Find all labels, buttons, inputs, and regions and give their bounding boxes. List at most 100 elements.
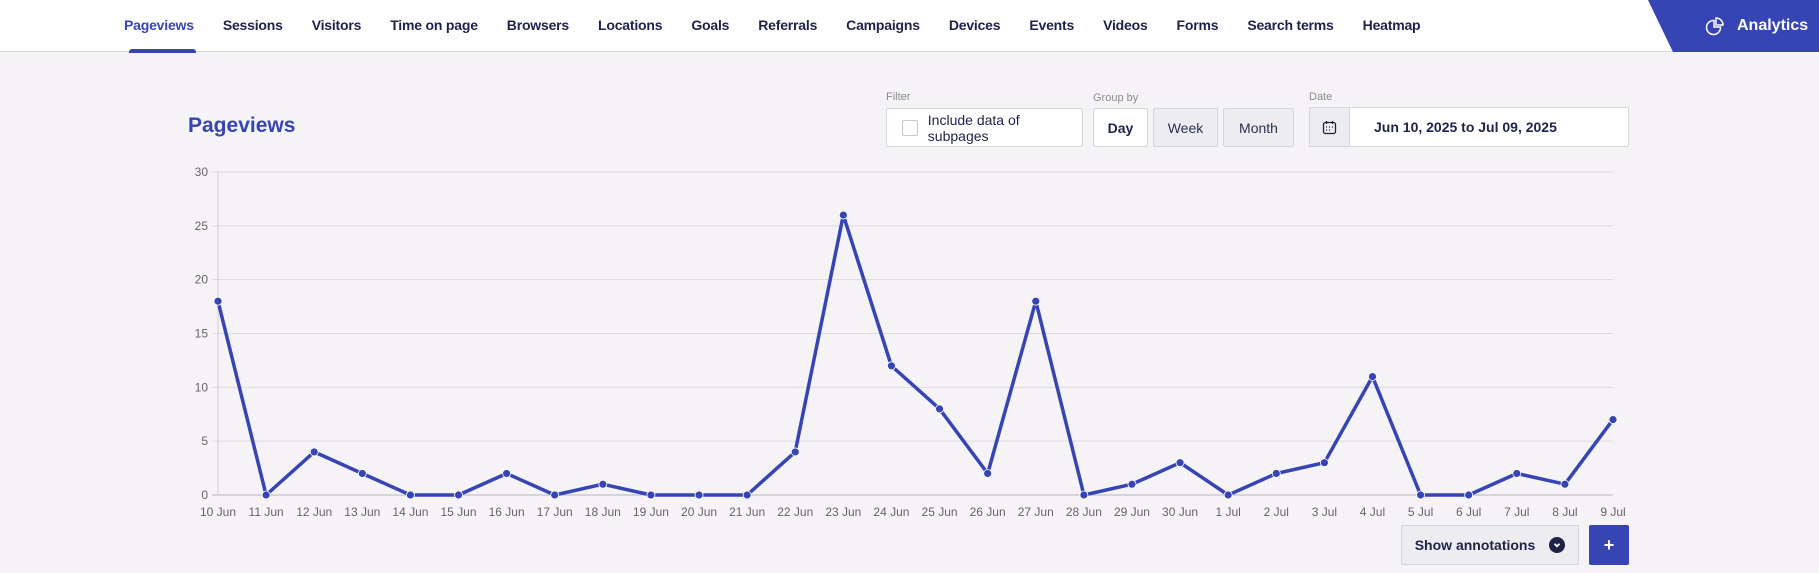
x-tick-label: 20 Jun [681, 505, 717, 519]
analytics-brand-button[interactable]: Analytics [1648, 0, 1819, 52]
group-by-day-button[interactable]: Day [1093, 108, 1148, 147]
tab-forms[interactable]: Forms [1176, 17, 1219, 33]
data-point [1271, 469, 1281, 478]
x-tick-label: 27 Jun [1018, 505, 1054, 519]
x-tick-label: 19 Jun [633, 505, 669, 519]
x-tick-label: 4 Jul [1360, 505, 1385, 519]
tab-devices[interactable]: Devices [948, 17, 1001, 33]
x-tick-label: 24 Jun [873, 505, 909, 519]
report-tabs: Pageviews Sessions Visitors Time on page Bro… [124, 0, 1449, 53]
tab-visitors[interactable]: Visitors [311, 17, 362, 33]
x-tick-label: 1 Jul [1215, 505, 1240, 519]
x-tick-label: 14 Jun [392, 505, 428, 519]
data-point [646, 490, 656, 500]
top-navigation: Pageviews Sessions Visitors Time on page Bro… [0, 0, 1819, 53]
tab-search-terms[interactable]: Search terms [1247, 17, 1334, 33]
data-point [1368, 372, 1377, 381]
x-tick-label: 8 Jul [1552, 505, 1577, 519]
tab-heatmap[interactable]: Heatmap [1362, 17, 1421, 33]
data-point [1464, 490, 1474, 500]
x-tick-label: 11 Jun [249, 505, 284, 519]
date-label: Date [1309, 91, 1333, 103]
data-point [213, 296, 223, 306]
tab-sessions[interactable]: Sessions [222, 17, 283, 33]
calendar-icon[interactable] [1310, 108, 1350, 146]
page-title: Pageviews [188, 114, 296, 137]
data-point [1560, 479, 1570, 489]
data-point [454, 490, 463, 500]
x-tick-label: 6 Jul [1456, 505, 1481, 519]
x-tick-label: 17 Jun [537, 505, 573, 519]
data-point [598, 479, 608, 489]
x-tick-label: 9 Jul [1600, 505, 1625, 519]
x-tick-label: 18 Jun [585, 505, 621, 519]
tab-events[interactable]: Events [1029, 17, 1075, 33]
y-tick-label: 15 [195, 327, 209, 341]
data-point [1223, 490, 1233, 500]
data-point [887, 361, 896, 371]
data-point [309, 447, 319, 457]
include-subpages-checkbox[interactable]: Include data of subpages [886, 108, 1083, 147]
series-line [216, 213, 1615, 497]
data-point [1319, 458, 1329, 468]
data-point [838, 210, 848, 220]
data-point [1175, 458, 1185, 468]
filter-label: Filter [886, 91, 911, 103]
data-point [1127, 479, 1137, 489]
x-tick-label: 7 Jul [1504, 505, 1529, 519]
data-point [1079, 490, 1089, 500]
x-tick-label: 13 Jun [344, 505, 380, 519]
pie-chart-icon [1705, 16, 1725, 36]
y-tick-label: 5 [201, 434, 208, 448]
data-point [550, 490, 560, 500]
x-tick-label: 28 Jun [1066, 505, 1102, 519]
show-annotations-label: Show annotations [1414, 537, 1536, 553]
y-tick-label: 10 [195, 380, 209, 394]
include-subpages-label: Include data of subpages [927, 111, 1020, 144]
date-range-value: Jun 10, 2025 to Jul 09, 2025 [1374, 119, 1557, 135]
add-annotation-button[interactable]: + [1589, 525, 1629, 565]
data-point [694, 490, 704, 500]
group-by-month-button[interactable]: Month [1223, 108, 1294, 147]
chevron-down-icon [1549, 537, 1566, 553]
data-point [1512, 469, 1522, 478]
data-point [935, 404, 944, 414]
data-point [983, 469, 993, 478]
tab-time-on-page[interactable]: Time on page [390, 17, 478, 33]
x-tick-label: 12 Jun [296, 505, 332, 519]
x-tick-label: 3 Jul [1312, 505, 1337, 519]
x-tick-label: 23 Jun [825, 505, 861, 519]
data-point [502, 469, 512, 478]
y-tick-label: 30 [195, 165, 209, 179]
data-point [790, 447, 800, 457]
group-by-label: Group by [1093, 92, 1139, 104]
date-range-picker[interactable]: Jun 10, 2025 to Jul 09, 2025 [1309, 107, 1629, 147]
tab-videos[interactable]: Videos [1103, 17, 1148, 33]
x-tick-label: 2 Jul [1264, 505, 1289, 519]
x-tick-label: 10 Jun [200, 505, 236, 519]
tab-referrals[interactable]: Referrals [758, 17, 818, 33]
checkbox-icon[interactable] [902, 119, 918, 136]
x-tick-label: 22 Jun [777, 505, 813, 519]
data-point [1031, 296, 1041, 306]
x-tick-label: 30 Jun [1162, 505, 1198, 519]
data-point [357, 469, 367, 478]
group-by-week-button[interactable]: Week [1153, 108, 1218, 147]
y-tick-label: 25 [195, 219, 209, 233]
tab-campaigns[interactable]: Campaigns [846, 17, 920, 33]
tab-pageviews[interactable]: Pageviews [124, 0, 196, 53]
show-annotations-button[interactable]: Show annotations [1401, 525, 1579, 565]
x-tick-label: 16 Jun [489, 505, 525, 519]
data-point [406, 490, 415, 500]
y-tick-label: 20 [195, 273, 209, 287]
tab-goals[interactable]: Goals [691, 17, 730, 33]
x-tick-label: 25 Jun [922, 505, 958, 519]
x-tick-label: 21 Jun [729, 505, 765, 519]
x-tick-label: 26 Jun [970, 505, 1006, 519]
tab-browsers[interactable]: Browsers [506, 17, 570, 33]
data-point [742, 490, 752, 500]
tab-locations[interactable]: Locations [598, 17, 663, 33]
y-tick-label: 0 [201, 488, 208, 502]
data-point [261, 490, 271, 500]
